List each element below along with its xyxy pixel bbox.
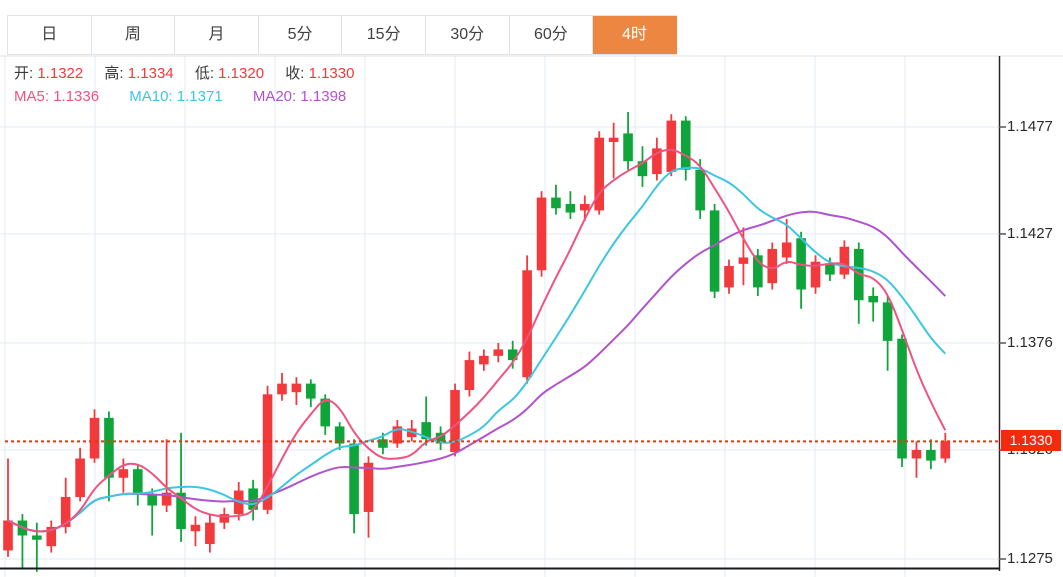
tab-week[interactable]: 周 [92, 16, 176, 54]
candle [753, 248, 763, 296]
candle [565, 191, 576, 219]
y-axis-label: 1.1427 [1007, 224, 1053, 242]
timeframe-tabs: 日周月 5分 15分 30分 60分 4时 [7, 15, 677, 55]
low-label: 低: [194, 65, 214, 82]
y-axis-label: 1.1477 [1007, 118, 1053, 135]
candle [46, 520, 57, 553]
candle [652, 137, 662, 181]
ohlc-row: 开: 1.1322 高: 1.1334 低: 1.1320 收: 1.1330 [14, 62, 371, 83]
candle [608, 122, 619, 179]
candle [219, 507, 230, 530]
candle [277, 372, 287, 401]
ma5-line [7, 148, 947, 533]
candle [623, 112, 633, 170]
candle [190, 516, 201, 547]
candle [810, 255, 821, 294]
ma10-legend: MA10: 1.1371 [129, 88, 227, 105]
candle [522, 255, 532, 384]
tab-30min[interactable]: 30分 [426, 16, 510, 54]
tab-5min[interactable]: 5分 [259, 16, 343, 54]
candle [406, 419, 417, 442]
candle [839, 240, 850, 279]
ma5-legend: MA5: 1.1336 [14, 88, 103, 105]
grid [0, 55, 1063, 577]
candle [580, 195, 590, 222]
ma20-label: MA20: [252, 88, 297, 105]
tab-4hour[interactable]: 4时 [593, 16, 677, 54]
candle [132, 464, 143, 506]
candle [161, 439, 172, 512]
close-label: 收: [285, 65, 305, 82]
candle [911, 441, 922, 478]
candle [479, 349, 489, 371]
ma20-legend: MA20: 1.1398 [253, 88, 346, 105]
candles [3, 112, 951, 572]
candle [709, 203, 720, 299]
candle [118, 458, 129, 493]
candle [926, 439, 936, 470]
candle [594, 131, 605, 215]
ma5-value: 1.1336 [53, 88, 100, 105]
candle [666, 114, 677, 177]
candle [334, 422, 345, 450]
candle [551, 184, 561, 215]
price-marker: 1.1330 [1001, 430, 1061, 451]
candle [940, 432, 951, 463]
tab-15min[interactable]: 15分 [342, 16, 426, 54]
candle [882, 295, 893, 371]
candle [392, 419, 403, 448]
open-label: 开: [14, 65, 34, 82]
ma10-line [7, 166, 947, 533]
candle [3, 458, 13, 557]
candle [796, 231, 806, 309]
tab-day[interactable]: 日 [8, 16, 92, 54]
candle [291, 377, 302, 406]
ma-legend: MA5: 1.1336 MA10: 1.1371 MA20: 1.1398 [14, 88, 372, 105]
high-label: 高: [104, 65, 124, 82]
tab-month[interactable]: 月 [175, 16, 259, 54]
candle [853, 242, 864, 324]
candle [493, 343, 504, 363]
candle [89, 409, 100, 463]
candle [680, 116, 691, 181]
candle [349, 439, 359, 534]
candle [147, 488, 157, 536]
low-value: 1.1320 [218, 65, 265, 82]
candle [507, 340, 518, 369]
candle [738, 227, 749, 286]
candle [767, 242, 778, 290]
candle [17, 514, 28, 568]
candle [897, 334, 907, 468]
candle [464, 351, 475, 397]
candle [435, 426, 446, 450]
candle [363, 456, 374, 538]
tab-60min[interactable]: 60分 [510, 16, 594, 54]
ma10-value: 1.1371 [176, 88, 223, 105]
candle [104, 411, 114, 502]
ma20-value: 1.1398 [300, 88, 347, 105]
candle [75, 447, 85, 502]
ma20-line [7, 210, 947, 533]
candle [536, 191, 547, 277]
candle [306, 379, 316, 408]
candle [637, 146, 648, 187]
candle [724, 259, 734, 294]
candle [262, 385, 273, 515]
candle [450, 383, 460, 457]
open-value: 1.1322 [37, 65, 84, 82]
y-axis-label: 1.1275 [1007, 550, 1053, 567]
close-value: 1.1330 [308, 65, 355, 82]
candle [205, 514, 215, 553]
y-axis-label: 1.1376 [1007, 334, 1053, 351]
ma10-label: MA10: [129, 88, 173, 105]
candle [868, 287, 878, 322]
high-value: 1.1334 [127, 65, 174, 82]
ma5-label: MA5: [14, 88, 50, 105]
